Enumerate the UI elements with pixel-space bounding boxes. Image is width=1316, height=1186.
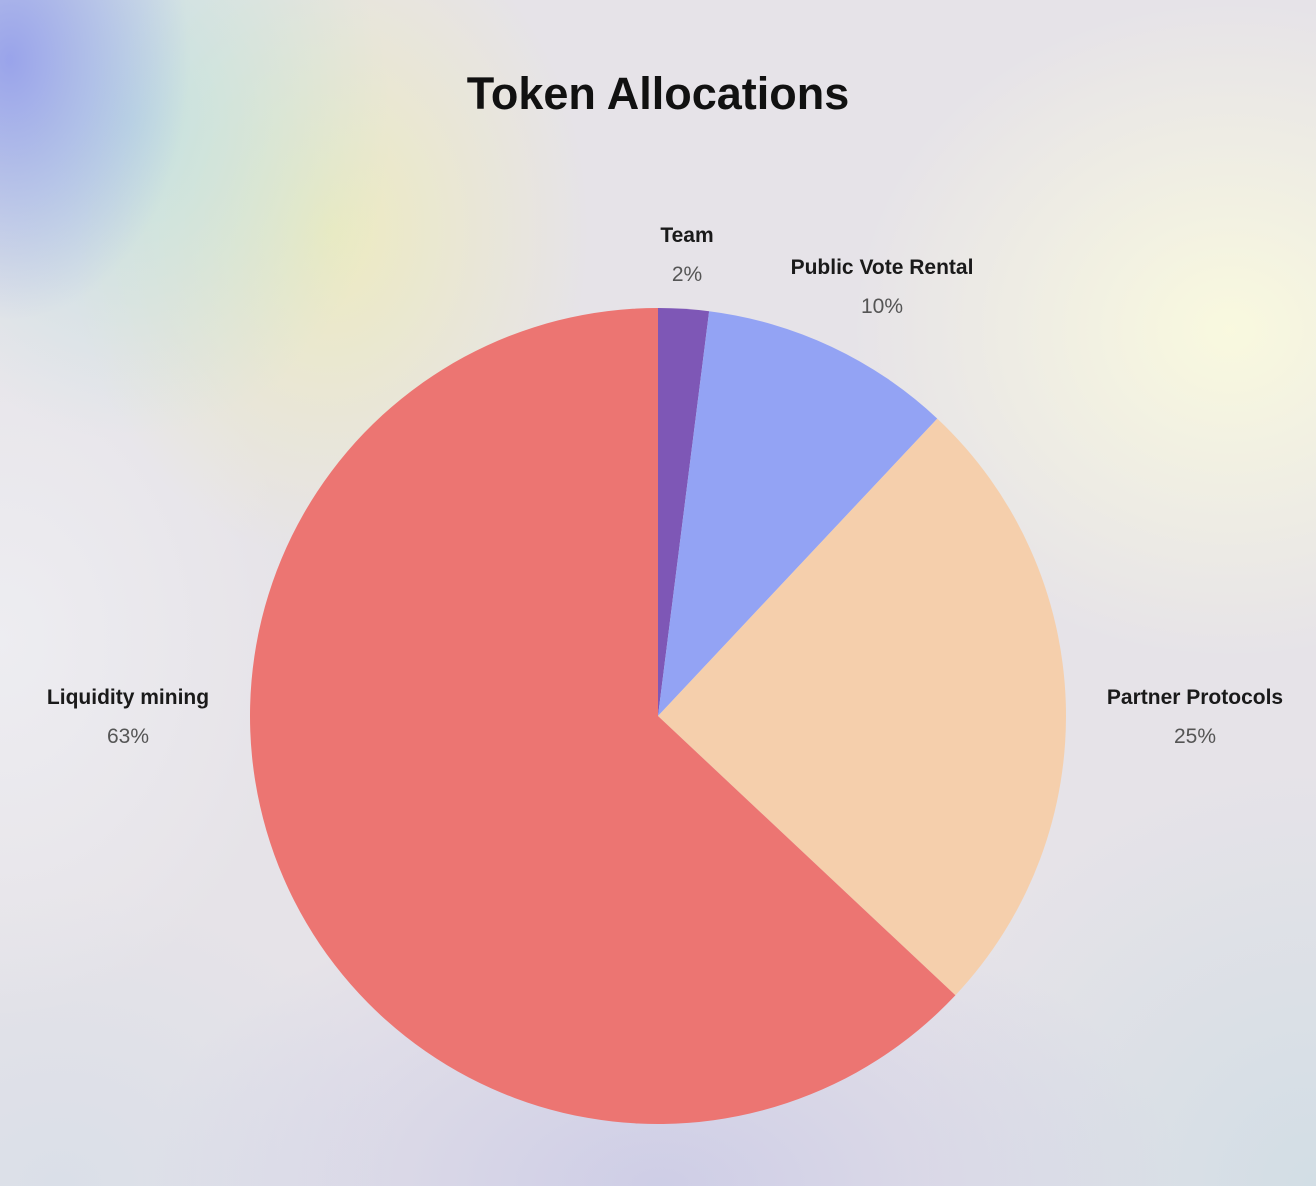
- chart-title: Token Allocations: [466, 68, 850, 119]
- slice-value-team: 2%: [672, 263, 702, 286]
- slice-value-public-vote-rental: 10%: [861, 295, 903, 318]
- pie-slices: [249, 308, 1066, 1124]
- slice-value-partner-protocols: 25%: [1174, 725, 1216, 748]
- slice-label-liquidity-mining: Liquidity mining: [47, 686, 209, 709]
- slice-label-public-vote-rental: Public Vote Rental: [791, 256, 974, 279]
- slice-label-partner-protocols: Partner Protocols: [1107, 686, 1283, 709]
- pie-slice-partner-protocols: [658, 418, 1066, 996]
- pie-slice-team: [658, 308, 710, 716]
- pie-slice-liquidity-mining: [249, 308, 956, 1124]
- slice-value-liquidity-mining: 63%: [107, 725, 149, 748]
- slice-label-team: Team: [660, 224, 713, 247]
- pie-labels: Team 2% Public Vote Rental 10% Partner Proto…: [47, 224, 1283, 748]
- pie-slice-public-vote-rental: [658, 311, 938, 716]
